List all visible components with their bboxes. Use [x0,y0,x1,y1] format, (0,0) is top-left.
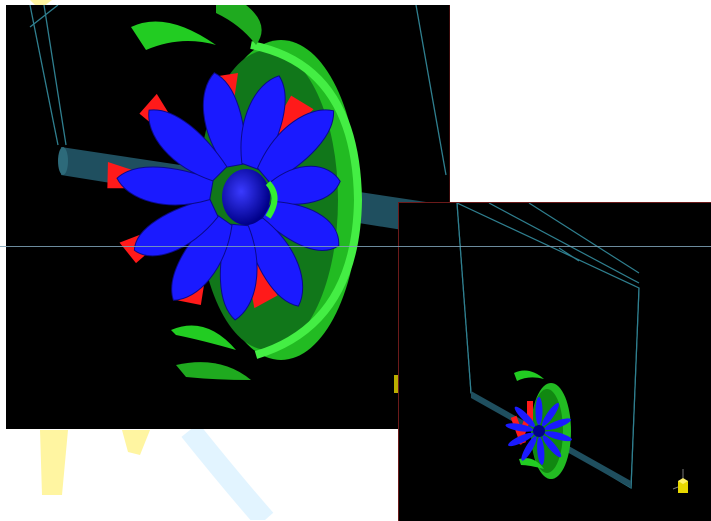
hub [533,425,545,437]
blue-arc [181,423,274,520]
horizontal-divider-line [0,246,711,247]
fan-rotor-icon [29,5,447,393]
rotor-blades [505,397,572,465]
axis-triad-icon [672,469,688,493]
duct-overview-drawing [456,203,688,493]
close-up-view [6,5,450,429]
axis-marker-partial [394,375,400,393]
yellow-wedge-left [40,430,68,495]
wireframe-box [29,5,447,176]
hub [222,169,278,225]
overview-view [398,202,711,521]
rotor-blades [116,72,341,321]
small-fan [505,370,572,479]
yellow-wedge-top [30,0,52,6]
yellow-wedge-mid [122,430,150,455]
